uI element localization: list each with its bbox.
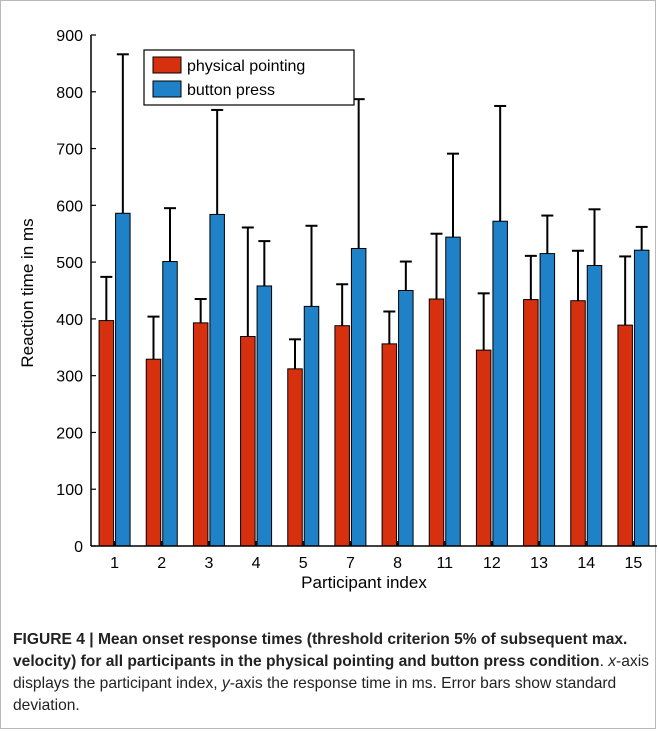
x-tick-label: 2 [157,555,166,572]
y-axis-title: Reaction time in ms [18,218,37,367]
bar-button-press [256,285,273,547]
caption-bold-text: FIGURE 4 | Mean onset response times (th… [13,631,628,670]
bar-physical-pointing [617,324,633,547]
x-tick-label: 11 [436,555,453,572]
bar-physical-pointing [523,299,539,547]
bar-physical-pointing [287,368,303,547]
bar-button-press [162,261,178,547]
y-tick-label: 600 [56,198,83,215]
caption-x-text: -axis displays the participant index, [13,653,649,692]
bar-physical-pointing [381,343,398,547]
legend-swatch-button-press [152,80,182,98]
caption-x-italic: x [608,653,617,670]
caption-y-italic: y [221,675,230,692]
axes-layer: 1 2 3 4 5 7 8 11 12 13 14 1501002003004005006007008… [56,28,657,572]
x-tick-label: 4 [252,555,261,572]
bar-chart: 1 2 3 4 5 7 8 11 12 13 14 1501002003004005006007008… [18,28,657,592]
bar-button-press [445,236,461,547]
x-tick-label: 12 [483,555,501,572]
x-tick-label: 14 [577,555,595,572]
legend: physical pointing button press [143,49,355,106]
legend-swatch-physical-pointing [152,56,182,74]
caption-y-text: -axis the response time in ms. Error bar… [13,675,617,714]
x-tick-label: 7 [346,555,355,572]
bar-button-press [350,247,367,547]
bar-physical-pointing [428,298,445,547]
bar-physical-pointing [240,335,256,547]
bar-physical-pointing [570,300,586,547]
x-tick-label: 3 [204,555,213,572]
bar-button-press [303,305,320,547]
y-tick-label: 500 [56,255,83,272]
bar-button-press [492,220,508,547]
bar-button-press [539,253,556,547]
legend-label-physical-pointing: physical pointing [187,58,305,75]
bar-button-press [633,249,650,547]
y-tick-label: 300 [56,369,83,386]
legend-label-button-press: button press [187,82,275,99]
bar-physical-pointing [98,320,115,547]
x-tick-label: 13 [530,555,548,572]
bar-button-press [586,265,603,547]
bar-button-press [398,290,414,547]
x-tick-label: 8 [393,555,402,572]
x-tick-label: 1 [110,555,119,572]
y-tick-label: 900 [56,28,83,45]
y-tick-label: 100 [56,482,83,499]
y-tick-label: 700 [56,142,83,159]
bar-physical-pointing [192,322,209,547]
bar-physical-pointing [145,358,162,547]
figure-caption: FIGURE 4 | Mean onset response times (th… [13,631,649,714]
bar-button-press [209,213,225,547]
y-tick-label: 400 [56,312,83,329]
x-tick-label: 15 [625,555,643,572]
bar-physical-pointing [475,349,492,547]
y-tick-label: 200 [56,425,83,442]
error-bars-layer [100,53,648,369]
bars-layer [98,212,650,547]
bar-button-press [115,212,131,547]
x-tick-label: 5 [299,555,308,572]
x-axis-title: Participant index [301,573,427,592]
y-tick-label: 0 [74,539,83,556]
y-tick-label: 800 [56,85,83,102]
bar-physical-pointing [334,325,350,547]
